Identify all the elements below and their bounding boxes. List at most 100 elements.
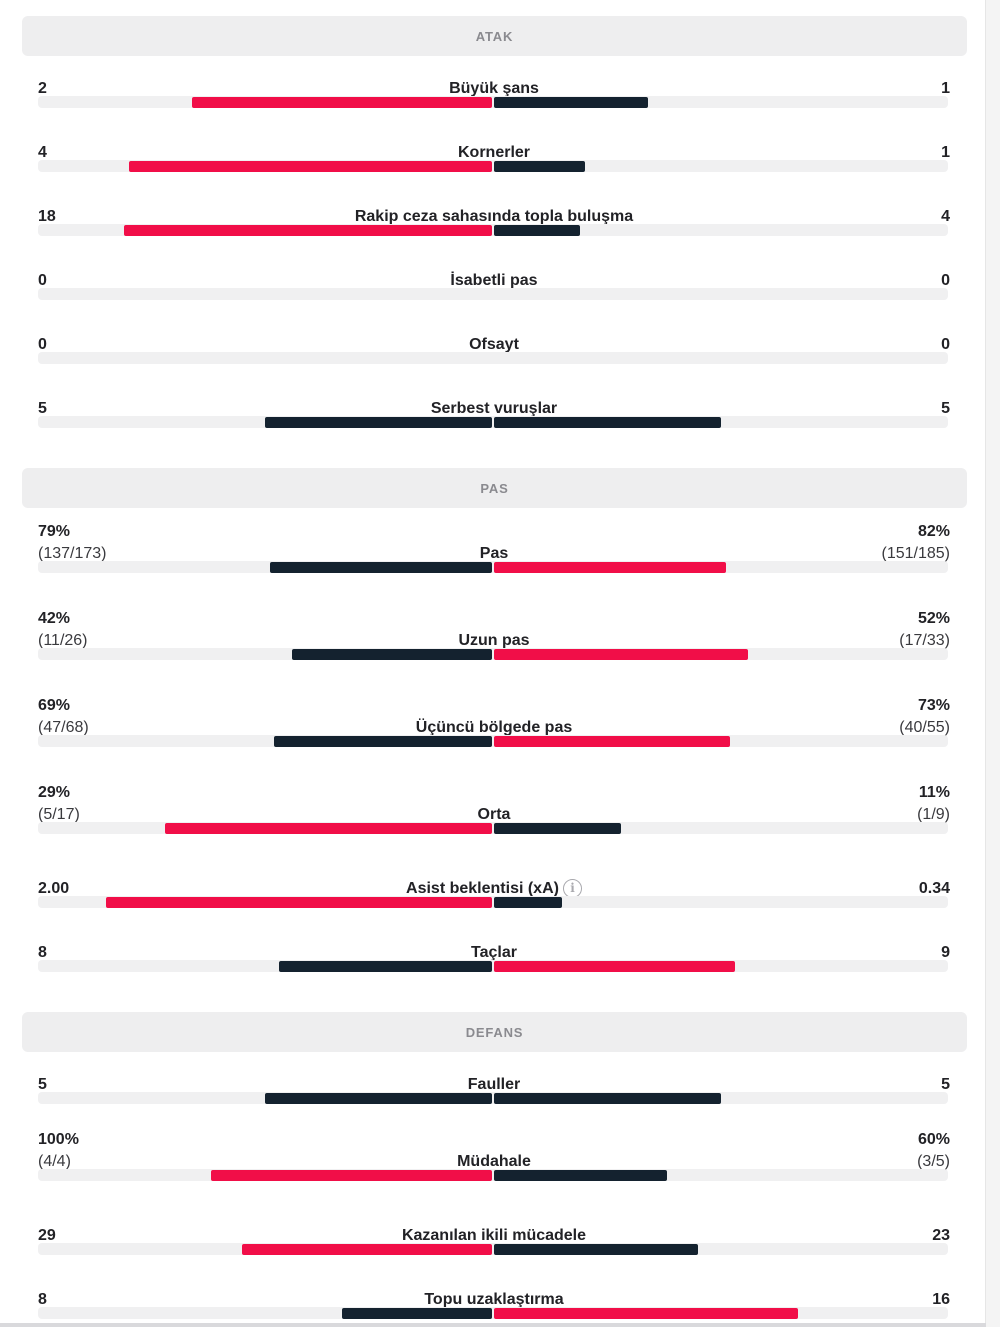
home-value-detail: (47/68) <box>38 719 89 736</box>
away-value: 4 <box>941 206 950 228</box>
section-header-defans: DEFANS <box>22 1012 967 1052</box>
home-value-main: 100% <box>38 1131 79 1148</box>
stat-label-text: İsabetli pas <box>450 272 538 289</box>
home-value: 8 <box>38 1289 47 1311</box>
page-scrollbar[interactable] <box>986 0 1000 1327</box>
home-value-main: 5 <box>38 400 47 417</box>
home-value-main: 0 <box>38 272 47 289</box>
stat-label: Ofsayt <box>0 334 988 356</box>
section-header-atak: ATAK <box>22 16 967 56</box>
stat-label: Uzun pas <box>0 630 988 652</box>
stat-row: 0 0 Ofsayt <box>0 334 986 374</box>
home-value: 0 <box>38 270 47 292</box>
home-value-main: 69% <box>38 697 71 714</box>
home-value-main: 0 <box>38 336 47 353</box>
stat-label-text: Müdahale <box>457 1153 531 1170</box>
home-bar <box>129 161 492 172</box>
home-value-detail: (11/26) <box>38 632 88 649</box>
home-value-detail: (4/4) <box>38 1153 71 1170</box>
home-bar <box>265 417 492 428</box>
away-value-main: 0 <box>941 272 950 289</box>
away-value: 52% (17/33) <box>899 608 950 652</box>
stat-label: Fauller <box>0 1074 988 1096</box>
away-value-main: 73% <box>917 697 950 714</box>
away-value-main: 16 <box>932 1291 950 1308</box>
home-bar <box>279 961 492 972</box>
stat-label-text: Serbest vuruşlar <box>430 400 558 417</box>
stat-label-text: Kazanılan ikili mücadele <box>401 1227 587 1244</box>
stat-bar-track <box>38 1243 948 1255</box>
stat-label-text: Uzun pas <box>458 632 530 649</box>
stat-label: Rakip ceza sahasında topla buluşma <box>0 206 988 228</box>
stat-row: 79% (137/173) 82% (151/185) Pas <box>0 521 986 581</box>
home-value: 18 <box>38 206 56 228</box>
stat-bar-track <box>38 735 948 747</box>
stat-label: Müdahale <box>0 1151 988 1173</box>
home-bar <box>124 225 492 236</box>
stat-label-text: Ofsayt <box>469 336 519 353</box>
home-bar <box>265 1093 492 1104</box>
home-bar <box>211 1170 492 1181</box>
home-value-detail: (137/173) <box>38 545 107 562</box>
stat-label-text: Rakip ceza sahasında topla buluşma <box>354 208 634 225</box>
stat-label-text: Üçüncü bölgede pas <box>415 719 573 736</box>
away-bar <box>494 1244 698 1255</box>
home-value-main: 18 <box>38 208 56 225</box>
home-value: 29 <box>38 1225 56 1247</box>
bottom-edge <box>0 1323 986 1327</box>
home-bar <box>292 649 492 660</box>
away-value-main: 52% <box>917 610 950 627</box>
away-value-detail: (3/5) <box>917 1153 950 1170</box>
home-value: 4 <box>38 142 47 164</box>
stat-bar-track <box>38 288 948 300</box>
home-value-main: 2 <box>38 80 47 97</box>
home-bar <box>242 1244 492 1255</box>
stat-label: İsabetli pas <box>0 270 988 292</box>
away-value-main: 60% <box>917 1131 950 1148</box>
away-value-main: 23 <box>932 1227 950 1244</box>
stat-label-text: Topu uzaklaştırma <box>424 1291 564 1308</box>
away-value: 9 <box>941 942 950 964</box>
away-bar <box>494 897 562 908</box>
away-value: 5 <box>941 1074 950 1096</box>
stat-bar-track <box>38 96 948 108</box>
away-value-main: 82% <box>917 523 950 540</box>
stat-bar-track <box>38 896 948 908</box>
home-value-main: 8 <box>38 944 47 961</box>
away-value-detail: (151/185) <box>881 545 951 562</box>
stat-bar-track <box>38 160 948 172</box>
stat-bar-track <box>38 1092 948 1104</box>
away-value: 1 <box>941 78 950 100</box>
stat-bar-track <box>38 1307 948 1319</box>
stat-row: 8 16 Topu uzaklaştırma <box>0 1289 986 1327</box>
home-value: 5 <box>38 1074 47 1096</box>
home-value: 2.00 <box>38 878 69 900</box>
stat-label: Kornerler <box>0 142 988 164</box>
stat-label: Orta <box>0 804 988 826</box>
away-value: 16 <box>932 1289 950 1311</box>
stat-label-text: Asist beklentisi (xA) <box>406 880 559 897</box>
stat-row: 8 9 Taçlar <box>0 942 986 982</box>
away-value-main: 5 <box>941 1076 950 1093</box>
away-value: 73% (40/55) <box>899 695 950 739</box>
stat-bar-track <box>38 822 948 834</box>
stat-bar-track <box>38 1169 948 1181</box>
away-value: 0.34 <box>919 878 950 900</box>
away-bar <box>494 562 726 573</box>
stat-row: 69% (47/68) 73% (40/55) Üçüncü bölgede pas <box>0 695 986 755</box>
home-value: 69% (47/68) <box>38 695 89 739</box>
stat-label: Topu uzaklaştırma <box>0 1289 988 1311</box>
stat-row: 4 1 Kornerler <box>0 142 986 182</box>
stat-label: Büyük şans <box>0 78 988 100</box>
away-value-main: 11% <box>918 784 950 801</box>
home-bar <box>192 97 492 108</box>
stat-row: 2 1 Büyük şans <box>0 78 986 118</box>
stat-label: Üçüncü bölgede pas <box>0 717 988 739</box>
away-bar <box>494 1093 721 1104</box>
home-value-main: 8 <box>38 1291 47 1308</box>
away-bar <box>494 225 580 236</box>
stat-bar-track <box>38 416 948 428</box>
stat-label: Serbest vuruşlar <box>0 398 988 420</box>
stat-label-text: Fauller <box>467 1076 521 1093</box>
